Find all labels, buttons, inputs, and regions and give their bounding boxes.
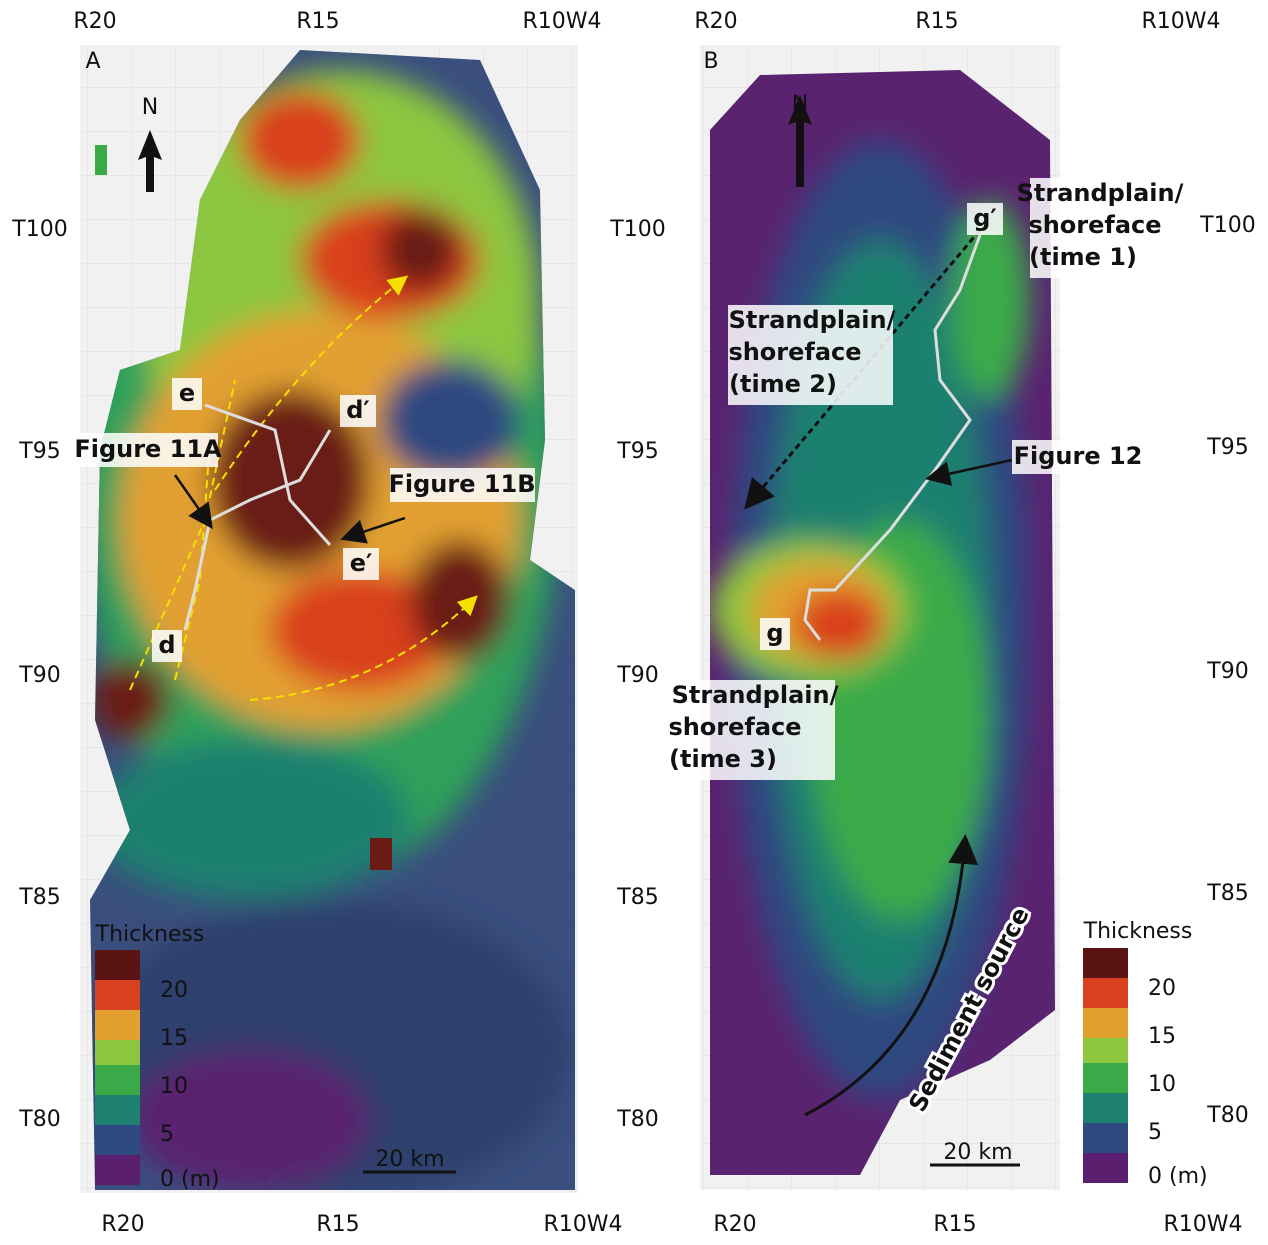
bottom-range-label: R10W4 [1163,1212,1242,1237]
township-label: T90 [18,663,60,688]
annotation: Figure 11B [388,470,535,498]
legend-tick: 15 [160,1026,188,1051]
annotation: shoreface [728,338,861,366]
township-label: T80 [1206,1103,1248,1128]
annotation: Figure 11A [74,435,222,463]
township-label: T100 [1199,213,1255,238]
township-label: T100 [11,217,67,242]
annotation: e′ [350,549,373,577]
township-label: T80 [18,1107,60,1132]
north-label: N [142,95,158,120]
annotation: g′ [973,204,997,232]
annotation: (time 3) [669,745,777,773]
annotation: (time 1) [1029,243,1137,271]
annotation: g [766,619,783,647]
annotation: Strandplain/ [1017,179,1184,207]
annotation: Figure 12 [1014,442,1143,470]
annotation: shoreface [1028,211,1161,239]
legend-title: Thickness [95,922,205,947]
township-label: T85 [616,885,658,910]
township-label: T85 [18,885,60,910]
top-range-label: R15 [915,9,958,34]
scale-bar-label: 20 km [375,1147,444,1172]
legend-tick: 20 [160,978,188,1003]
legend-tick: 10 [160,1074,188,1099]
annotation: d′ [346,396,370,424]
legend-tick: 10 [1148,1072,1176,1097]
map-b [700,45,1060,1190]
annotation: (time 2) [729,370,837,398]
top-range-label: R10W4 [522,9,601,34]
annotation: Strandplain/ [729,306,896,334]
legend-tick: 20 [1148,976,1176,1001]
bottom-range-label: R20 [101,1212,144,1237]
top-range-label: R20 [73,9,116,34]
township-label: T100 [609,217,665,242]
annotation: Strandplain/ [672,681,839,709]
annotation: d [158,631,175,659]
top-range-label: R10W4 [1141,9,1220,34]
top-range-label: R15 [296,9,339,34]
panel-label: A [85,49,100,74]
legend-tick: 5 [1148,1120,1162,1145]
map-a [80,45,580,1200]
township-label: T90 [1206,659,1248,684]
bottom-range-label: R20 [713,1212,756,1237]
legend-a-bar [95,950,140,1185]
north-label: N [792,92,808,117]
legend-tick: 0 (m) [160,1167,220,1192]
legend-title: Thickness [1083,919,1193,944]
panel-label: B [703,49,718,74]
township-label: T95 [616,439,658,464]
figure: A R20 R15 R10W4 R20 R15 R10W4 T100 T95 T90 T85 T80 N… [0,0,1268,1241]
bottom-range-label: R15 [933,1212,976,1237]
bottom-range-label: R15 [316,1212,359,1237]
legend-tick: 5 [160,1122,174,1147]
township-label: T80 [616,1107,658,1132]
annotation: shoreface [668,713,801,741]
legend-tick: 0 (m) [1148,1164,1208,1189]
township-label: T90 [616,663,658,688]
annotation: e [179,379,195,407]
scale-bar-label: 20 km [943,1140,1012,1165]
township-label: T95 [1206,435,1248,460]
top-range-label: R20 [694,9,737,34]
township-label: T85 [1206,881,1248,906]
township-label: T95 [18,439,60,464]
bottom-range-label: R10W4 [543,1212,622,1237]
legend-b-bar [1083,948,1128,1183]
legend-tick: 15 [1148,1024,1176,1049]
